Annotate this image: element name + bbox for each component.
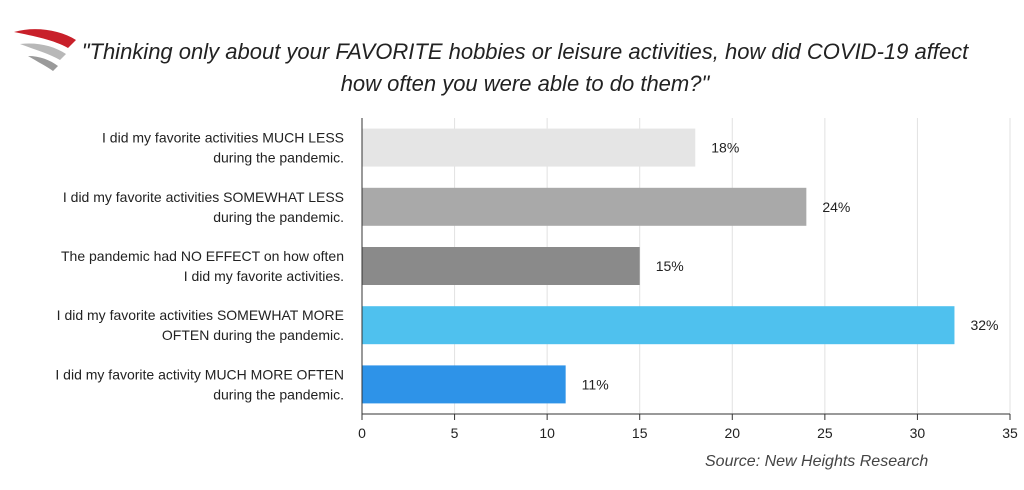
category-label-line: during the pandemic. — [213, 150, 344, 166]
bar-value-label: 15% — [656, 258, 684, 274]
bar — [362, 306, 955, 345]
category-label-line: I did my favorite activities SOMEWHAT MO… — [57, 307, 344, 323]
x-tick-label: 25 — [817, 425, 833, 441]
bar — [362, 365, 566, 404]
category-label: I did my favorite activities SOMEWHAT LE… — [63, 189, 344, 225]
chart-title-line-1: "Thinking only about your FAVORITE hobbi… — [81, 39, 969, 64]
chart-title-line-2: how often you were able to do them?" — [340, 71, 710, 96]
x-tick-label: 30 — [910, 425, 926, 441]
bar — [362, 187, 807, 226]
x-tick-label: 15 — [632, 425, 648, 441]
x-tick-label: 35 — [1002, 425, 1018, 441]
category-labels: I did my favorite activities MUCH LESS du… — [55, 130, 344, 403]
x-tick-label: 20 — [724, 425, 740, 441]
category-label: I did my favorite activity MUCH MORE OFT… — [55, 366, 344, 402]
bar — [362, 247, 640, 285]
category-label-line: OFTEN during the pandemic. — [162, 327, 344, 343]
bar-value-label: 11% — [582, 376, 609, 392]
bar-value-label: 24% — [822, 199, 850, 215]
brand-logo-icon — [14, 29, 76, 71]
x-axis: 0 5 10 15 20 25 30 35 — [358, 118, 1018, 441]
category-label-line: I did my favorite activity MUCH MORE OFT… — [55, 366, 344, 382]
x-tick-label: 10 — [539, 425, 555, 441]
category-label-line: I did my favorite activities SOMEWHAT LE… — [63, 189, 344, 205]
category-label-line: during the pandemic. — [213, 209, 344, 225]
x-tick-label: 5 — [451, 425, 459, 441]
bars: 18% 24% 15% 32% 11% — [362, 128, 998, 404]
bar-value-label: 18% — [711, 140, 739, 156]
bar-value-label: 32% — [970, 317, 998, 333]
category-label-line: The pandemic had NO EFFECT on how often — [61, 248, 344, 264]
category-label-line: I did my favorite activities MUCH LESS — [102, 130, 344, 146]
category-label: I did my favorite activities MUCH LESS du… — [102, 130, 344, 166]
bar — [362, 128, 696, 167]
category-label: The pandemic had NO EFFECT on how often I… — [61, 248, 344, 284]
source-note: Source: New Heights Research — [705, 453, 929, 470]
chart-title: "Thinking only about your FAVORITE hobbi… — [60, 36, 990, 100]
category-label-line: during the pandemic. — [213, 386, 344, 402]
x-tick-label: 0 — [358, 425, 366, 441]
category-label-line: I did my favorite activities. — [184, 268, 344, 284]
category-label: I did my favorite activities SOMEWHAT MO… — [57, 307, 344, 343]
